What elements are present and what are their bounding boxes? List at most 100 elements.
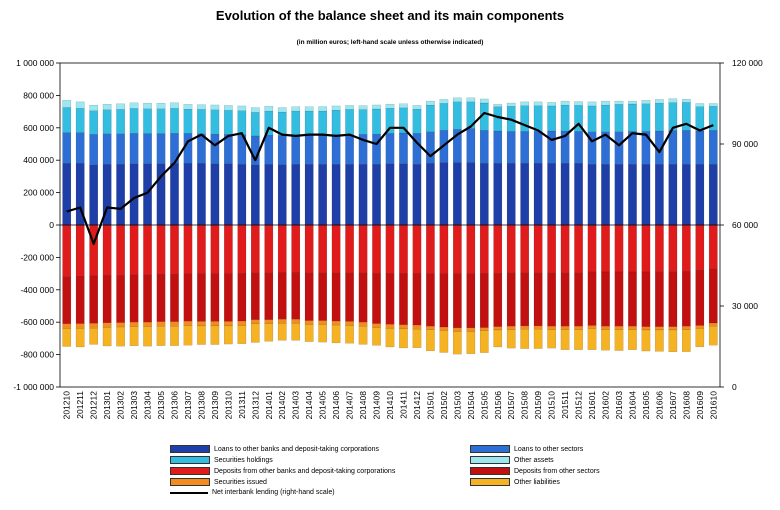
bar-segment <box>453 273 462 329</box>
bar-segment <box>547 130 556 164</box>
bar-segment <box>102 275 112 323</box>
bar-segment <box>506 326 516 330</box>
bar-segment <box>129 163 139 226</box>
bar-segment <box>318 106 327 112</box>
x-tick-label: 201607 <box>668 391 678 420</box>
bar-segment <box>587 105 597 133</box>
bar-segment <box>708 224 718 269</box>
bar-segment <box>412 329 422 348</box>
bar-segment <box>331 272 341 322</box>
bar-segment <box>708 268 718 324</box>
x-tick-label: 201504 <box>466 391 476 420</box>
x-tick-label: 201405 <box>318 391 328 420</box>
y2-tick-label: 90 000 <box>732 139 758 149</box>
bar-segment <box>89 275 98 324</box>
bar-segment <box>601 104 610 133</box>
y2-tick-label: 120 000 <box>732 58 763 68</box>
bar-segment <box>655 224 664 272</box>
bar-segment <box>345 105 354 110</box>
bar-segment <box>641 164 651 226</box>
bar-segment <box>614 326 624 330</box>
x-tick-label: 201404 <box>304 391 314 420</box>
bar-segment <box>453 331 462 355</box>
bar-segment <box>264 323 274 342</box>
x-tick-label: 201603 <box>614 391 624 420</box>
bar-segment <box>183 273 193 322</box>
x-tick-label: 201302 <box>116 391 126 420</box>
bar-segment <box>358 109 368 135</box>
bar-segment <box>197 273 206 322</box>
bar-segment <box>695 103 705 107</box>
bar-segment <box>304 164 314 226</box>
bar-segment <box>102 133 112 165</box>
legend-swatch <box>470 445 510 453</box>
bar-segment <box>493 163 503 226</box>
bar-segment <box>560 272 570 327</box>
legend-label: Other assets <box>514 456 554 464</box>
bar-segment <box>224 273 233 322</box>
bar-segment <box>264 224 274 273</box>
x-tick-label: 201509 <box>533 391 543 420</box>
x-tick-label: 201602 <box>601 391 611 420</box>
x-tick-label: 201406 <box>331 391 341 420</box>
bar-segment <box>264 110 274 136</box>
bar-segment <box>102 224 112 276</box>
bar-segment <box>614 271 624 327</box>
bar-segment <box>116 164 125 226</box>
bar-segment <box>520 224 530 273</box>
bar-segment <box>520 163 530 226</box>
bar-segment <box>614 100 624 105</box>
bar-segment <box>695 328 705 347</box>
bar-segment <box>170 274 179 322</box>
bar-segment <box>466 97 476 103</box>
bar-segment <box>89 134 98 166</box>
bar-segment <box>156 133 166 164</box>
bar-segment <box>601 100 610 106</box>
bar-segment <box>560 329 570 350</box>
bar-segment <box>277 272 287 320</box>
bar-segment <box>210 133 220 164</box>
bar-segment <box>129 322 139 327</box>
bar-segment <box>237 110 247 135</box>
bar-segment <box>210 224 220 274</box>
legend-label: Loans to other sectors <box>514 445 584 453</box>
legend-item: Deposits from other banks and deposit-ta… <box>170 467 395 475</box>
legend-item: Deposits from other sectors <box>470 467 600 475</box>
bar-segment <box>250 224 260 273</box>
bar-segment <box>331 320 341 326</box>
bar-segment <box>304 224 314 273</box>
legend-swatch <box>470 478 510 486</box>
bar-segment <box>372 164 381 226</box>
bar-segment <box>156 321 166 327</box>
bar-segment <box>479 273 489 328</box>
bar-segment <box>574 329 583 350</box>
bar-segment <box>614 329 624 351</box>
bar-segment <box>129 108 139 134</box>
legend-label: Other liabilities <box>514 478 560 486</box>
bar-segment <box>89 110 98 135</box>
net-interbank-lending-line <box>66 111 714 245</box>
bar-segment <box>143 133 152 164</box>
bar-segment <box>655 326 664 331</box>
bar-segment <box>628 329 637 350</box>
bar-segment <box>493 273 503 327</box>
bar-segment <box>89 323 98 329</box>
legend-item: Securities issued <box>170 478 267 486</box>
bar-segment <box>533 105 543 132</box>
bar-segment <box>601 326 610 330</box>
x-tick-label: 201212 <box>89 391 99 420</box>
x-tick-label: 201311 <box>237 391 247 419</box>
bar-segment <box>426 100 435 106</box>
x-tick-label: 201312 <box>250 391 260 420</box>
bar-segment <box>412 164 422 226</box>
y-tick-label: 1 000 000 <box>16 58 54 68</box>
bar-segment <box>533 101 543 106</box>
legend-item: Securities holdings <box>170 456 273 464</box>
bar-segment <box>708 326 718 346</box>
y-tick-label: -800 000 <box>20 350 54 360</box>
bar-segment <box>560 224 570 273</box>
bar-segment <box>641 326 651 331</box>
x-tick-label: 201604 <box>627 391 637 420</box>
bar-segment <box>116 103 125 110</box>
chart-legend: Loans to other banks and deposit-taking … <box>170 445 730 505</box>
